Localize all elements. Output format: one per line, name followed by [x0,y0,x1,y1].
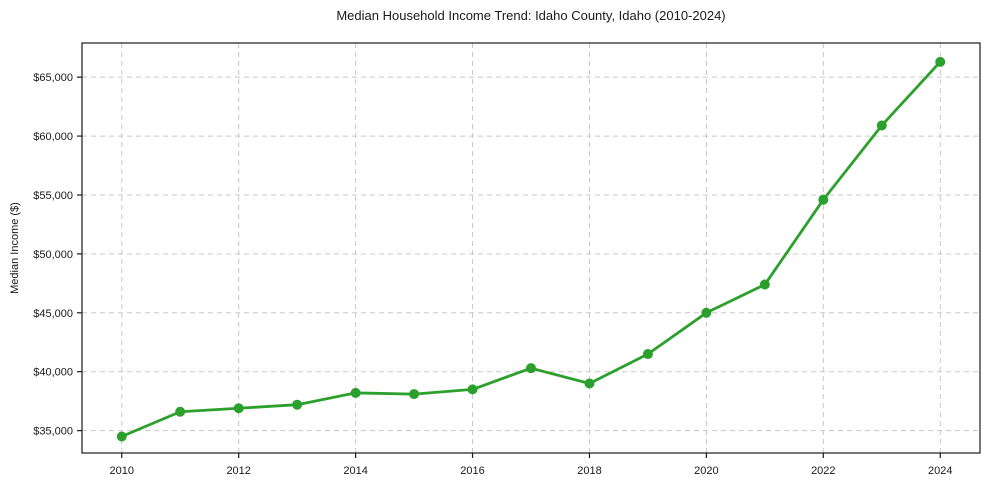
x-tick-label: 2022 [811,465,835,477]
y-tick-label: $55,000 [33,190,73,202]
x-tick-label: 2020 [694,465,718,477]
data-point-2016 [467,384,478,395]
x-tick-label: 2010 [110,465,134,477]
y-tick-label: $45,000 [33,308,73,320]
data-point-2020 [701,307,712,318]
chart-title: Median Household Income Trend: Idaho Cou… [336,8,726,23]
data-point-2024 [935,56,946,67]
trend-line [120,60,942,438]
y-tick-label: $60,000 [33,131,73,143]
x-tick-label: 2014 [343,465,367,477]
data-point-2015 [409,389,420,400]
data-point-2021 [759,279,770,290]
plot-frame [81,42,981,454]
data-point-2011 [175,406,186,417]
x-tick-label: 2024 [928,465,952,477]
data-point-2023 [876,120,887,131]
data-point-2017 [526,363,536,374]
x-tick-label: 2012 [226,465,250,477]
y-tick-label: $35,000 [33,426,73,438]
y-tick-label: $50,000 [33,249,73,261]
x-tick-label: 2018 [577,465,601,477]
data-point-2013 [292,399,303,410]
data-point-2010 [116,431,127,442]
data-point-2018 [584,378,595,389]
data-point-2014 [350,387,361,398]
x-tick-label: 2016 [460,465,484,477]
y-tick-label: $65,000 [33,72,73,84]
y-tick-label: $40,000 [33,367,73,379]
data-point-2012 [233,403,244,414]
data-point-2019 [642,349,653,360]
y-axis-label: Median Income ($) [9,202,21,294]
data-point-2022 [818,194,829,205]
